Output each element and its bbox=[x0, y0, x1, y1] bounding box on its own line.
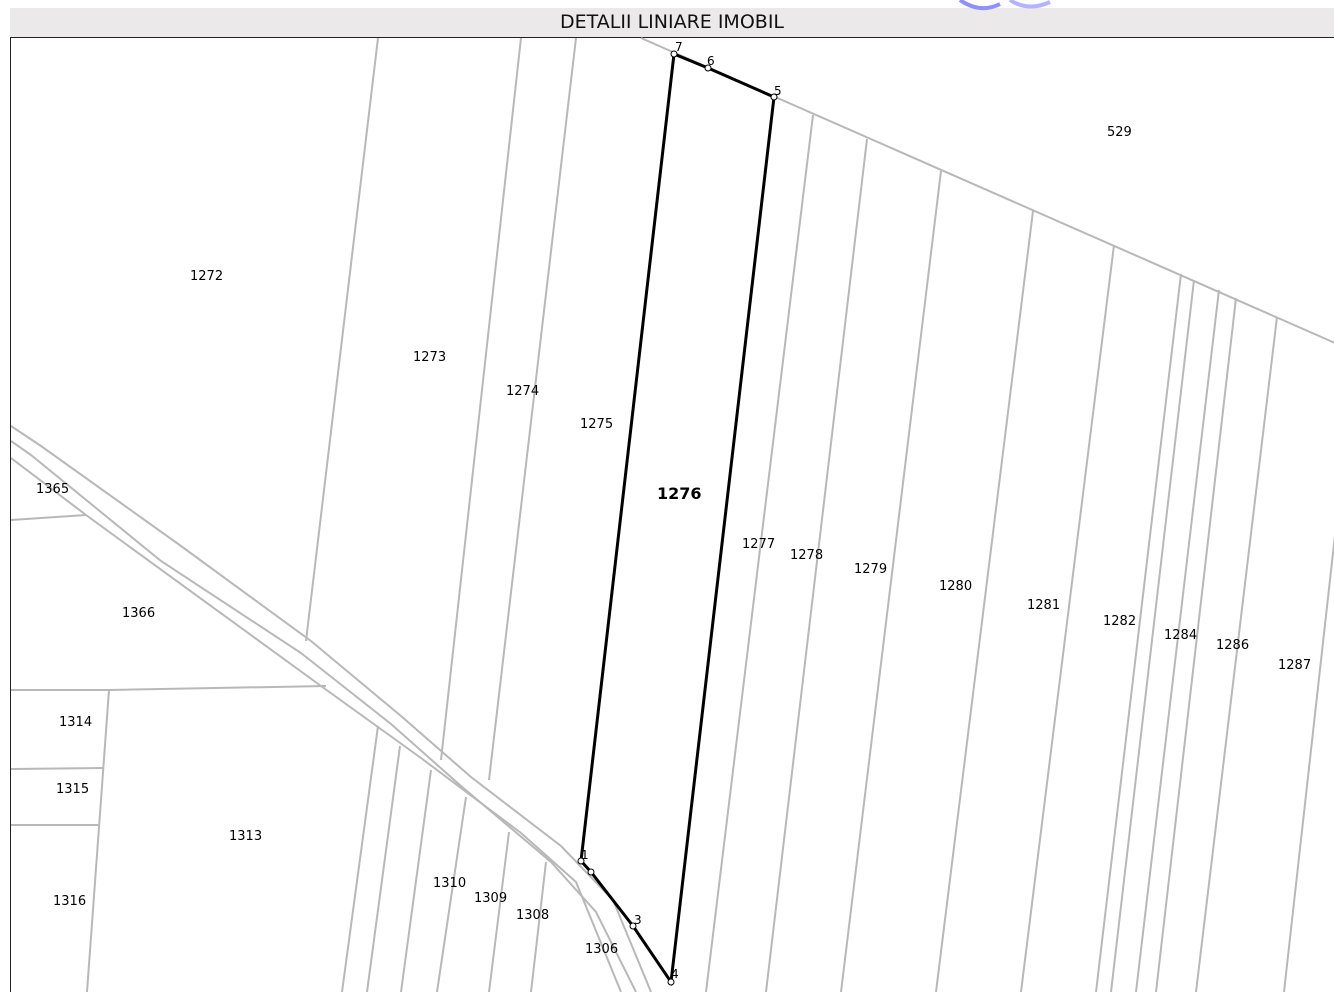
parcel-label: 1273 bbox=[413, 350, 446, 365]
parcel-label: 1275 bbox=[580, 417, 613, 432]
parcel-label: 1314 bbox=[59, 715, 92, 730]
vertex-label: 6 bbox=[707, 54, 715, 68]
map-title: DETALII LINIARE IMOBIL bbox=[559, 11, 785, 33]
parcel-label: 1309 bbox=[474, 891, 507, 906]
map-canvas: 1 3 4 5 6 7 529 1272 1273 1274 1275 1277… bbox=[11, 37, 1334, 992]
map-title-bar: DETALII LINIARE IMOBIL bbox=[10, 8, 1334, 38]
parcel-label: 1310 bbox=[433, 876, 466, 891]
vertex-label: 4 bbox=[671, 967, 679, 981]
parcel-label: 1316 bbox=[53, 894, 86, 909]
parcel-label: 1279 bbox=[854, 562, 887, 577]
parcel-label: 1365 bbox=[36, 482, 69, 497]
parcel-label: 1313 bbox=[229, 829, 262, 844]
parcel-labels: 529 1272 1273 1274 1275 1277 1278 1279 1… bbox=[36, 125, 1311, 957]
cadastral-map: 1 3 4 5 6 7 529 1272 1273 1274 1275 1277… bbox=[10, 37, 1334, 992]
highlighted-parcel-label: 1276 bbox=[657, 484, 702, 503]
parcel-label: 1280 bbox=[939, 579, 972, 594]
parcel-label: 1315 bbox=[56, 782, 89, 797]
parcel-label: 1272 bbox=[190, 269, 223, 284]
parcel-label: 1277 bbox=[742, 537, 775, 552]
vertex-label: 7 bbox=[675, 40, 683, 54]
parcel-boundaries bbox=[11, 37, 1334, 992]
vertex-label: 5 bbox=[774, 84, 782, 98]
parcel-label: 1282 bbox=[1103, 614, 1136, 629]
vertex-label: 3 bbox=[634, 913, 642, 927]
vertex-markers bbox=[577, 50, 778, 986]
watermark-graphic bbox=[958, 0, 1051, 11]
parcel-label: 1308 bbox=[516, 908, 549, 923]
parcel-label: 529 bbox=[1107, 125, 1132, 140]
parcel-label: 1306 bbox=[585, 942, 618, 957]
parcel-label: 1287 bbox=[1278, 658, 1311, 673]
vertex-label: 1 bbox=[581, 848, 589, 862]
parcel-label: 1366 bbox=[122, 606, 155, 621]
vertex-labels: 1 3 4 5 6 7 bbox=[581, 40, 782, 981]
parcel-label: 1274 bbox=[506, 384, 539, 399]
parcel-label: 1278 bbox=[790, 548, 823, 563]
parcel-label: 1281 bbox=[1027, 598, 1060, 613]
highlighted-parcel-boundary bbox=[579, 51, 776, 987]
parcel-label: 1286 bbox=[1216, 638, 1249, 653]
parcel-label: 1284 bbox=[1164, 628, 1197, 643]
